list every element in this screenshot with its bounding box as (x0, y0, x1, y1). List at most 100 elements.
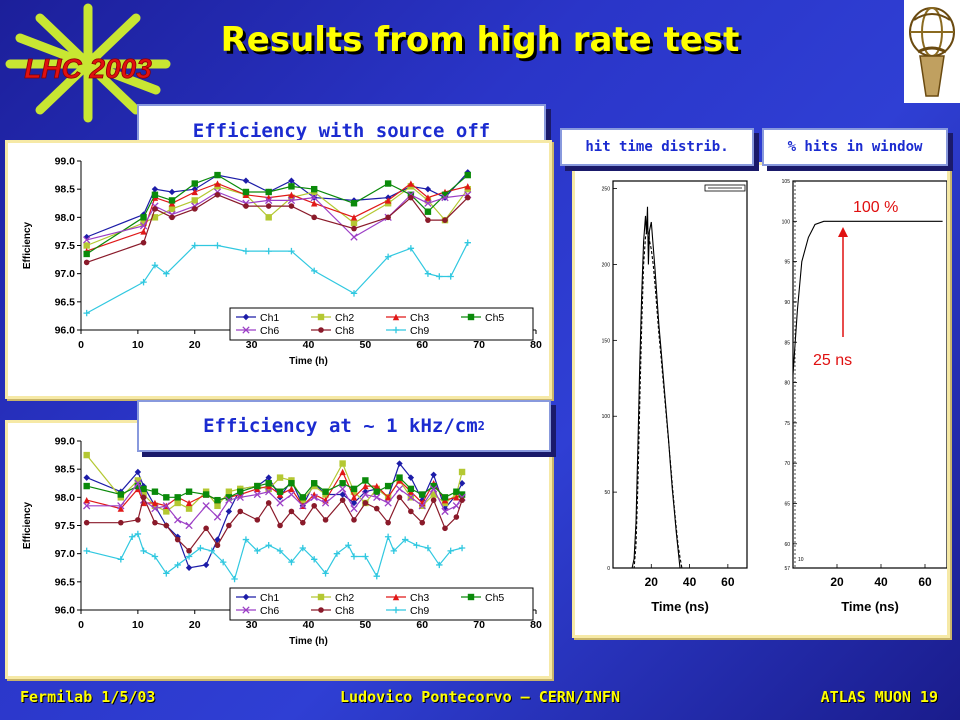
khz-x-tick-label: 10 (132, 619, 144, 631)
khz-data-point (202, 561, 210, 569)
khz-data-point (151, 488, 159, 495)
khz-x-tick-label: 80 (530, 619, 542, 631)
khz-data-point (117, 505, 125, 512)
khz-data-point (288, 558, 295, 566)
khz-legend: Ch1 Ch2 Ch3 Ch5 Ch6 Ch8 Ch9 (229, 587, 534, 621)
src-off-data-point (441, 193, 449, 202)
khz-data-point (384, 494, 392, 501)
khz-data-point (265, 480, 272, 487)
khz-data-point (140, 485, 147, 493)
footer-center: Ludovico Pontecorvo – CERN/INFN (340, 688, 620, 706)
khz-data-point (350, 499, 358, 507)
src-off-data-point (83, 250, 90, 258)
hits-window-y-tick-label: 105 (782, 179, 791, 185)
khz-data-point (407, 474, 415, 481)
src-off-data-point (191, 188, 198, 196)
src-off-data-point (140, 219, 147, 227)
src-off-data-point (242, 247, 250, 255)
khz-data-point (339, 468, 346, 476)
src-off-data-point (243, 203, 249, 209)
banner-hit-time: hit time distrib. (560, 128, 754, 166)
src-off-legend-label: Ch3 (410, 312, 429, 324)
src-off-data-point (384, 197, 392, 204)
src-off-data-point (242, 177, 250, 184)
khz-data-point (419, 491, 426, 498)
khz-data-point (339, 497, 346, 503)
khz-data-point (384, 499, 392, 507)
src-off-data-point (214, 171, 221, 179)
hit-time-y-tick-label: 250 (602, 187, 611, 193)
src-off-y-tick-label: 98.5 (55, 184, 76, 196)
khz-data-point (436, 561, 443, 569)
khz-data-point (265, 488, 273, 496)
khz-data-point (458, 491, 466, 498)
khz-x-tick-label: 30 (246, 619, 258, 631)
khz-data-point (407, 485, 415, 493)
src-off-data-point (447, 273, 454, 280)
hit-time-series-line-0 (613, 206, 744, 569)
hit-time-y-tick-label: 50 (604, 490, 610, 496)
khz-series-ch5 (83, 474, 466, 504)
src-off-data-point (350, 290, 358, 297)
src-off-data-point (310, 193, 318, 202)
khz-data-point (333, 550, 341, 557)
src-off-data-point (83, 242, 90, 249)
khz-legend-label: Ch2 (335, 592, 354, 604)
hit-time-y-tick-label: 0 (607, 566, 610, 572)
khz-data-point (453, 514, 460, 520)
khz-data-point (265, 474, 272, 481)
khz-data-point (219, 558, 227, 566)
hit-time-x-tick-label: 60 (721, 575, 735, 589)
hits-window-y-tick-label: 90 (784, 300, 790, 306)
src-off-data-point (288, 247, 295, 255)
src-off-y-tick-label: 97.0 (55, 268, 76, 280)
footer-right: ATLAS MUON 19 (820, 688, 938, 706)
src-off-data-point (424, 199, 432, 207)
khz-data-point (151, 504, 159, 513)
khz-data-point (288, 485, 295, 493)
khz-legend-marker (392, 606, 400, 614)
src-off-legend-marker (392, 313, 400, 321)
hits-window-y-tick-label: 75 (784, 421, 790, 427)
src-off-data-point (424, 185, 432, 193)
khz-series-line (86, 533, 463, 581)
src-off-data-point (151, 191, 159, 198)
khz-data-point (163, 570, 170, 577)
src-off-x-tick-label: 50 (360, 339, 372, 351)
khz-data-point (458, 480, 466, 487)
hits-window-y-tick-label: 70 (784, 461, 790, 467)
khz-data-point (83, 547, 90, 555)
src-off-data-point (287, 196, 296, 205)
src-off-data-point (288, 177, 295, 184)
khz-data-point (339, 491, 346, 498)
src-off-y-tick-label: 96.0 (55, 325, 76, 337)
khz-y-tick-label: 98.0 (55, 492, 76, 504)
src-off-data-point (140, 214, 147, 221)
khz-data-point (299, 544, 307, 552)
khz-data-point (447, 547, 454, 555)
khz-data-point (459, 497, 465, 503)
khz-data-point (373, 482, 380, 490)
src-off-legend-label: Ch2 (335, 312, 354, 324)
src-off-data-point (140, 239, 147, 246)
src-off-x-tick-label: 30 (246, 339, 258, 351)
src-off-series-line (86, 191, 468, 241)
src-off-data-point (464, 194, 471, 201)
hit-time-y-tick-label: 100 (602, 414, 611, 420)
khz-data-point (185, 499, 193, 507)
efficiency-1khz-chart: 96.0 96.5 97.0 97.5 98.0 98.5 99.0 0 10 20 30 40 50 6… (22, 436, 542, 648)
khz-data-point (203, 525, 209, 532)
khz-data-point (373, 505, 380, 512)
khz-data-point (128, 533, 136, 540)
page-title: Results from high rate test (220, 20, 740, 60)
src-off-data-point (424, 194, 432, 201)
src-off-series-line (86, 182, 468, 252)
lhc-2003-logo: LHC 2003 (5, 3, 171, 123)
khz-data-point (430, 482, 437, 490)
khz-data-point (83, 502, 91, 510)
annotation-arrow-head (838, 227, 848, 237)
khz-data-point (287, 490, 296, 499)
khz-data-point (362, 477, 369, 484)
khz-data-point (117, 491, 125, 498)
src-off-legend-marker (318, 327, 324, 333)
